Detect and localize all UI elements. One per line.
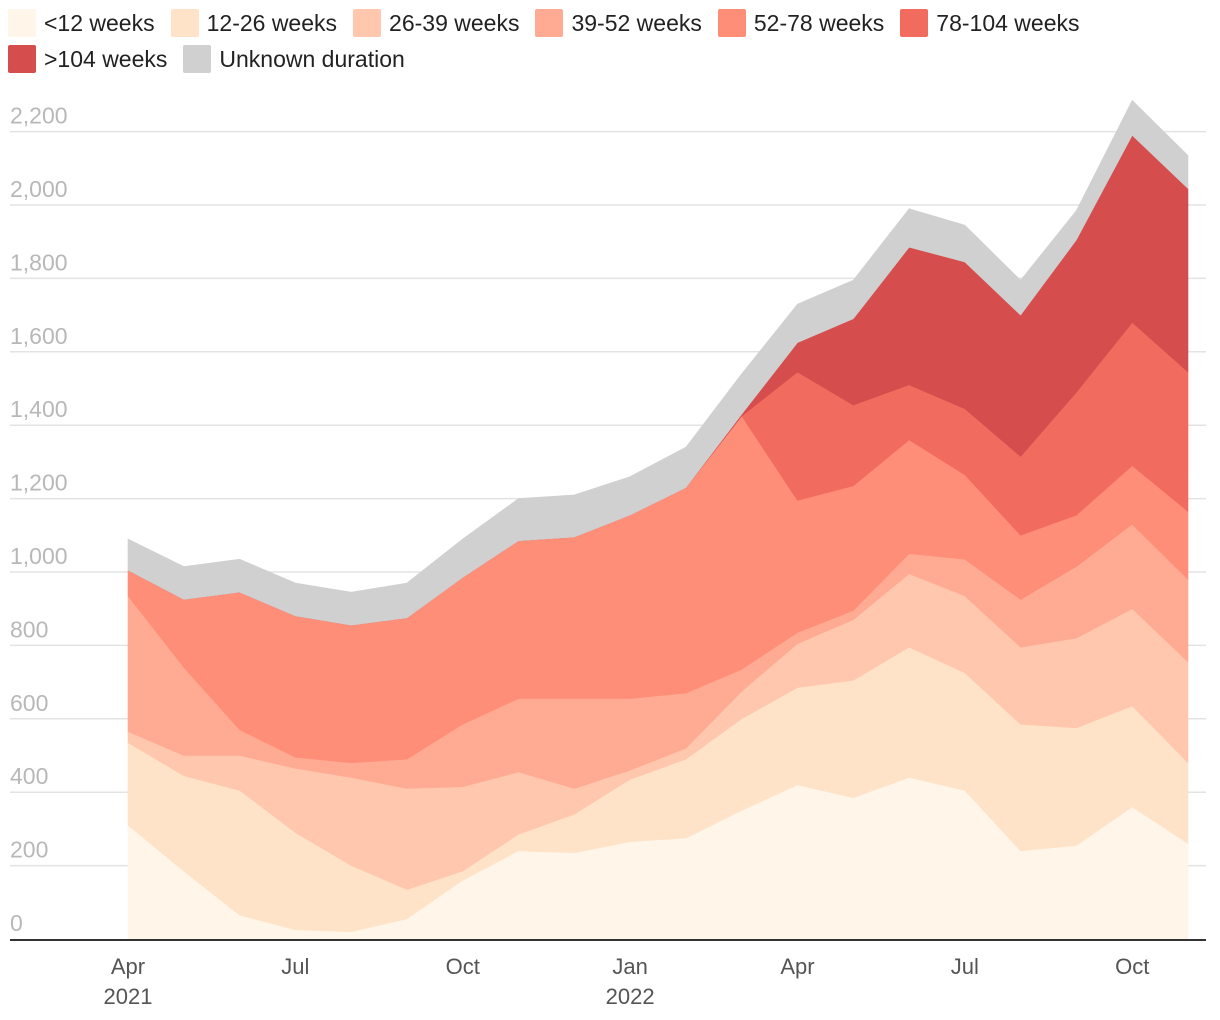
legend-item-78-104-weeks: 78-104 weeks xyxy=(900,6,1080,40)
legend-label: <12 weeks xyxy=(44,9,155,36)
area-unknown-duration xyxy=(127,99,1189,626)
legend-label: 39-52 weeks xyxy=(571,9,702,36)
legend-item-12-26-weeks: 12-26 weeks xyxy=(170,6,338,40)
y-tick-label: 1,400 xyxy=(10,396,68,422)
x-tick-label: Jul xyxy=(951,954,979,979)
x-tick-year-label: 2021 xyxy=(104,984,153,1009)
y-tick-label: 600 xyxy=(10,690,48,716)
y-tick-label: 800 xyxy=(10,616,48,642)
y-tick-label: 1,000 xyxy=(10,543,68,569)
legend-label: 78-104 weeks xyxy=(936,9,1080,36)
legend-swatch xyxy=(535,9,564,37)
y-tick-label: 400 xyxy=(10,763,48,789)
y-tick-label: 1,800 xyxy=(10,249,68,275)
legend-swatch xyxy=(353,9,382,37)
legend-swatch xyxy=(170,9,199,37)
legend-label: >104 weeks xyxy=(44,45,168,72)
legend-item-26-39-weeks: 26-39 weeks xyxy=(353,6,519,40)
y-tick-label: 200 xyxy=(10,837,48,863)
legend-item-52-78-weeks: 52-78 weeks xyxy=(717,6,885,40)
legend-swatch xyxy=(900,9,929,37)
legend-swatch xyxy=(8,9,36,37)
legend-swatch xyxy=(183,45,212,73)
y-tick-label: 2,000 xyxy=(10,176,68,202)
legend-swatch xyxy=(717,9,746,37)
legend-item-gt-104-weeks: >104 weeks xyxy=(8,42,167,76)
legend-label: Unknown duration xyxy=(219,45,405,72)
y-axis-labels: 0 200 400 600 800 1,000 1,200 1,400 1,600 1,800 2,… xyxy=(10,103,68,936)
chart-legend: <12 weeks 12-26 weeks 26-39 weeks 39-52 wee… xyxy=(8,6,1213,76)
x-tick-year-label: 2022 xyxy=(606,984,655,1009)
x-tick-label: Oct xyxy=(446,954,480,979)
area-series-layer xyxy=(127,99,1189,940)
legend-swatch xyxy=(8,45,36,73)
x-tick-label: Jan xyxy=(612,954,647,979)
legend-item-unknown-duration: Unknown duration xyxy=(183,42,405,76)
y-tick-label: 0 xyxy=(10,910,23,936)
x-tick-label: Oct xyxy=(1115,954,1149,979)
legend-item-lt-12-weeks: <12 weeks xyxy=(8,6,155,40)
legend-label: 52-78 weeks xyxy=(753,9,885,36)
x-axis-labels: Apr 2021 Jul Oct Jan 2022 Apr Jul Oct xyxy=(104,954,1150,1009)
y-tick-label: 1,200 xyxy=(10,470,68,496)
legend-item-39-52-weeks: 39-52 weeks xyxy=(535,6,702,40)
x-tick-label: Apr xyxy=(780,954,814,979)
legend-label: 12-26 weeks xyxy=(206,9,338,36)
y-tick-label: 2,200 xyxy=(10,103,68,129)
x-tick-label: Apr xyxy=(111,954,145,979)
y-tick-label: 1,600 xyxy=(10,323,68,349)
legend-label: 26-39 weeks xyxy=(389,9,520,36)
x-tick-label: Jul xyxy=(281,954,309,979)
